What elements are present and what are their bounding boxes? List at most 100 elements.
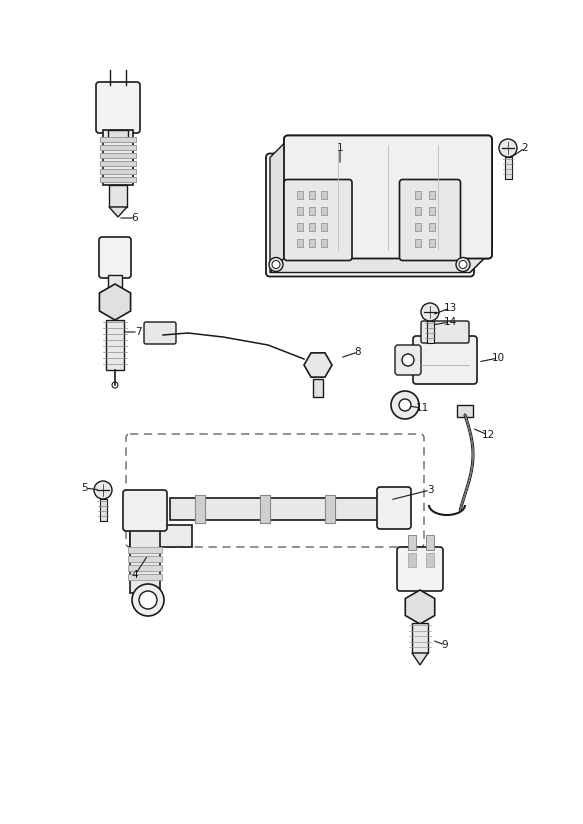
Bar (412, 623, 428, 653)
Bar (100, 499, 107, 521)
Ellipse shape (269, 258, 283, 271)
Polygon shape (405, 590, 435, 624)
Circle shape (112, 382, 118, 388)
FancyBboxPatch shape (96, 82, 140, 133)
FancyBboxPatch shape (397, 547, 443, 591)
FancyBboxPatch shape (144, 322, 176, 344)
Bar (455, 325, 463, 340)
Bar (130, 525, 160, 593)
Ellipse shape (456, 258, 470, 271)
Bar (128, 547, 162, 553)
FancyBboxPatch shape (284, 135, 492, 259)
Bar (170, 498, 385, 520)
Bar (325, 495, 335, 523)
FancyBboxPatch shape (395, 345, 421, 375)
Text: 9: 9 (442, 640, 448, 650)
Text: 5: 5 (82, 483, 88, 493)
Bar (297, 239, 303, 247)
Text: 14: 14 (444, 317, 456, 327)
Bar (128, 556, 162, 562)
Bar (408, 553, 416, 567)
Text: 10: 10 (491, 353, 504, 363)
Bar (426, 553, 434, 567)
Bar (429, 207, 435, 215)
Bar (415, 207, 421, 215)
Bar (109, 185, 127, 207)
Polygon shape (412, 653, 428, 665)
Bar (427, 321, 434, 343)
Bar (100, 153, 136, 158)
Bar (415, 239, 421, 247)
Bar (260, 495, 270, 523)
Bar (106, 320, 124, 370)
Bar (100, 145, 136, 150)
Bar (415, 191, 421, 199)
Bar (429, 191, 435, 199)
Bar (297, 223, 303, 231)
Text: 6: 6 (132, 213, 138, 223)
FancyBboxPatch shape (266, 153, 474, 277)
Bar (504, 157, 511, 179)
FancyBboxPatch shape (377, 487, 411, 529)
Bar (427, 325, 435, 340)
Bar (313, 379, 323, 397)
Polygon shape (270, 139, 288, 273)
Polygon shape (100, 284, 131, 320)
Circle shape (459, 260, 467, 269)
Bar (408, 535, 416, 550)
Bar (103, 130, 133, 185)
Bar (415, 223, 421, 231)
Text: 7: 7 (135, 327, 141, 337)
Bar (429, 223, 435, 231)
Bar (441, 325, 449, 340)
FancyBboxPatch shape (123, 490, 167, 531)
Polygon shape (109, 207, 127, 217)
Circle shape (94, 481, 112, 499)
Text: 4: 4 (132, 570, 138, 580)
Bar (309, 191, 315, 199)
Text: 11: 11 (415, 403, 429, 413)
Bar (297, 207, 303, 215)
Circle shape (132, 584, 164, 616)
FancyBboxPatch shape (99, 237, 131, 278)
FancyBboxPatch shape (413, 336, 477, 384)
Circle shape (421, 303, 439, 321)
Bar (100, 177, 136, 182)
Text: 8: 8 (354, 347, 361, 357)
Bar (108, 275, 122, 290)
Circle shape (272, 260, 280, 269)
Bar (100, 137, 136, 142)
FancyBboxPatch shape (399, 180, 461, 260)
FancyBboxPatch shape (421, 321, 469, 343)
Bar (128, 574, 162, 580)
Bar (309, 207, 315, 215)
Bar (195, 495, 205, 523)
Bar (130, 525, 192, 547)
Circle shape (139, 591, 157, 609)
Bar (297, 191, 303, 199)
Bar (457, 405, 473, 417)
FancyBboxPatch shape (284, 180, 352, 260)
Circle shape (402, 354, 414, 366)
Circle shape (391, 391, 419, 419)
Text: 12: 12 (482, 430, 494, 440)
Bar (321, 239, 327, 247)
Polygon shape (270, 255, 488, 273)
Bar (100, 161, 136, 166)
Bar (309, 223, 315, 231)
Bar (321, 191, 327, 199)
Bar (128, 565, 162, 571)
Bar (309, 239, 315, 247)
Bar (100, 169, 136, 174)
Text: 3: 3 (427, 485, 433, 495)
Bar (426, 535, 434, 550)
FancyBboxPatch shape (284, 135, 492, 259)
Bar (321, 207, 327, 215)
Circle shape (499, 139, 517, 157)
Bar (429, 239, 435, 247)
Circle shape (399, 399, 411, 411)
Polygon shape (304, 353, 332, 377)
Polygon shape (470, 139, 488, 273)
Text: 1: 1 (337, 143, 343, 153)
Text: 2: 2 (522, 143, 528, 153)
